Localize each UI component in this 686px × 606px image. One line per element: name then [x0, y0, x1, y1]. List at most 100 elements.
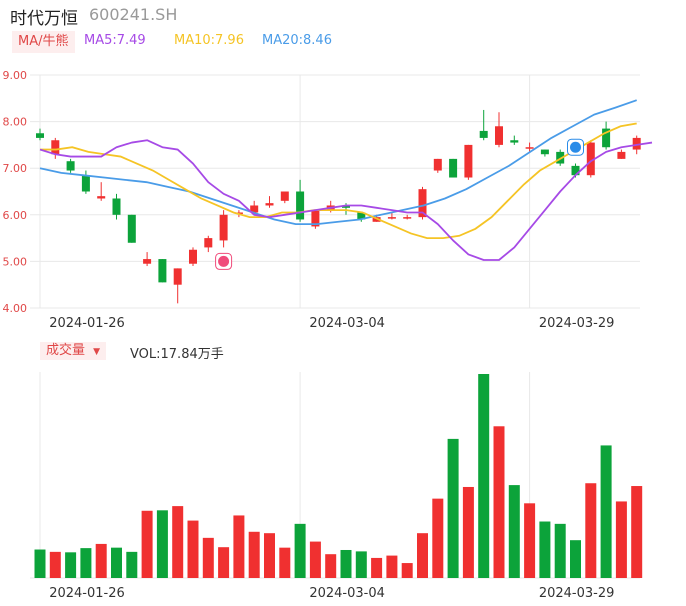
candle-body — [602, 128, 611, 148]
ma10-line — [40, 122, 637, 240]
volume-bar — [34, 549, 46, 578]
candle-body — [403, 217, 412, 219]
volume-bar — [600, 445, 612, 578]
volume-bar — [462, 486, 474, 578]
candle-body — [296, 191, 305, 220]
candle-body — [540, 149, 549, 155]
ma20-value: MA20:8.46 — [262, 33, 332, 48]
candle-body — [219, 214, 228, 241]
candle-body — [51, 140, 60, 155]
volume-bar — [80, 548, 92, 578]
y-tick-label: 7.00 — [3, 162, 28, 175]
volume-bar — [386, 555, 398, 578]
candle-body — [189, 249, 197, 264]
candle-body — [311, 210, 320, 227]
x-tick-label: 2024-01-26 — [49, 316, 125, 331]
candle-body — [632, 137, 641, 150]
bear-marker-icon — [570, 141, 581, 153]
candle-body — [36, 133, 44, 138]
volume-bar — [340, 549, 352, 578]
volume-bar — [325, 554, 337, 578]
candle-body — [112, 198, 121, 215]
volume-bar — [508, 485, 520, 578]
volume-bar — [126, 551, 138, 578]
volume-bar — [156, 510, 168, 578]
volume-bar — [233, 515, 245, 578]
y-tick-label: 4.00 — [3, 302, 28, 315]
volume-indicator-tag[interactable]: 成交量 ▼ — [40, 342, 107, 360]
candle-body — [265, 203, 274, 206]
volume-bar — [187, 520, 199, 578]
candle-body — [342, 205, 350, 208]
volume-bar — [279, 547, 291, 578]
volume-bar — [49, 551, 61, 578]
volume-bar — [355, 551, 367, 578]
volume-bar — [417, 533, 428, 578]
volume-bar — [218, 547, 230, 578]
volume-bar — [371, 557, 383, 578]
candle-body — [97, 196, 106, 199]
candle-body — [525, 147, 534, 149]
y-tick-label: 6.00 — [3, 209, 28, 222]
y-tick-label: 8.00 — [3, 116, 28, 129]
volume-bar — [447, 438, 459, 578]
volume-bar — [493, 426, 505, 578]
candle-body — [158, 259, 167, 283]
candle-body — [418, 189, 427, 218]
bull-marker-icon — [218, 255, 230, 267]
candle-body — [81, 175, 90, 192]
volume-bar — [202, 537, 214, 578]
volume-bar — [172, 506, 184, 578]
candle-body — [280, 191, 289, 201]
candle-body — [143, 259, 152, 264]
volume-bar — [401, 563, 413, 578]
stock-code: 600241.SH — [89, 5, 178, 24]
candle-body — [479, 130, 488, 138]
candle-body — [510, 140, 519, 143]
ma-indicator-tag[interactable]: MA/牛熊 — [12, 31, 75, 53]
volume-bar — [554, 523, 566, 578]
volume-bar — [631, 486, 643, 578]
candle-body — [571, 165, 580, 176]
candle-body — [387, 217, 396, 219]
candle-body — [127, 214, 136, 243]
volume-bar — [539, 521, 551, 578]
candle-body — [556, 151, 565, 164]
stock-name: 时代万恒 — [10, 9, 78, 29]
ma10-value: MA10:7.96 — [174, 33, 244, 48]
volume-bar — [294, 523, 306, 578]
volume-x-tick-label: 2024-01-26 — [49, 586, 125, 601]
ma20-line — [39, 99, 637, 226]
candle-body — [464, 144, 473, 178]
dropdown-triangle-icon: ▼ — [93, 347, 101, 357]
volume-bar — [309, 541, 321, 578]
volume-bar — [264, 533, 275, 578]
candle-body — [586, 142, 595, 176]
volume-x-tick-label: 2024-03-29 — [539, 586, 615, 601]
x-tick-label: 2024-03-04 — [309, 316, 385, 331]
x-tick-label: 2024-03-29 — [539, 316, 615, 331]
volume-value: VOL:17.84万手 — [130, 347, 224, 362]
volume-x-tick-label: 2024-03-04 — [309, 586, 385, 601]
volume-bar — [95, 543, 107, 578]
volume-bar — [248, 531, 260, 578]
volume-bar — [111, 547, 122, 578]
volume-bar — [524, 503, 536, 578]
ma5-line — [39, 139, 653, 261]
candle-body — [66, 161, 75, 171]
y-tick-label: 9.00 — [3, 69, 28, 82]
candle-body — [617, 151, 626, 159]
candle-body — [495, 126, 503, 145]
y-tick-label: 5.00 — [3, 255, 28, 268]
candle-body — [433, 158, 442, 171]
volume-bar — [478, 374, 490, 578]
volume-bar — [615, 501, 627, 578]
volume-bar — [585, 483, 597, 578]
candle-body — [357, 212, 366, 220]
volume-bar — [65, 552, 77, 578]
candle-body — [449, 158, 458, 178]
volume-bar — [570, 540, 581, 578]
candle-body — [250, 205, 259, 213]
ma5-value: MA5:7.49 — [84, 33, 146, 48]
